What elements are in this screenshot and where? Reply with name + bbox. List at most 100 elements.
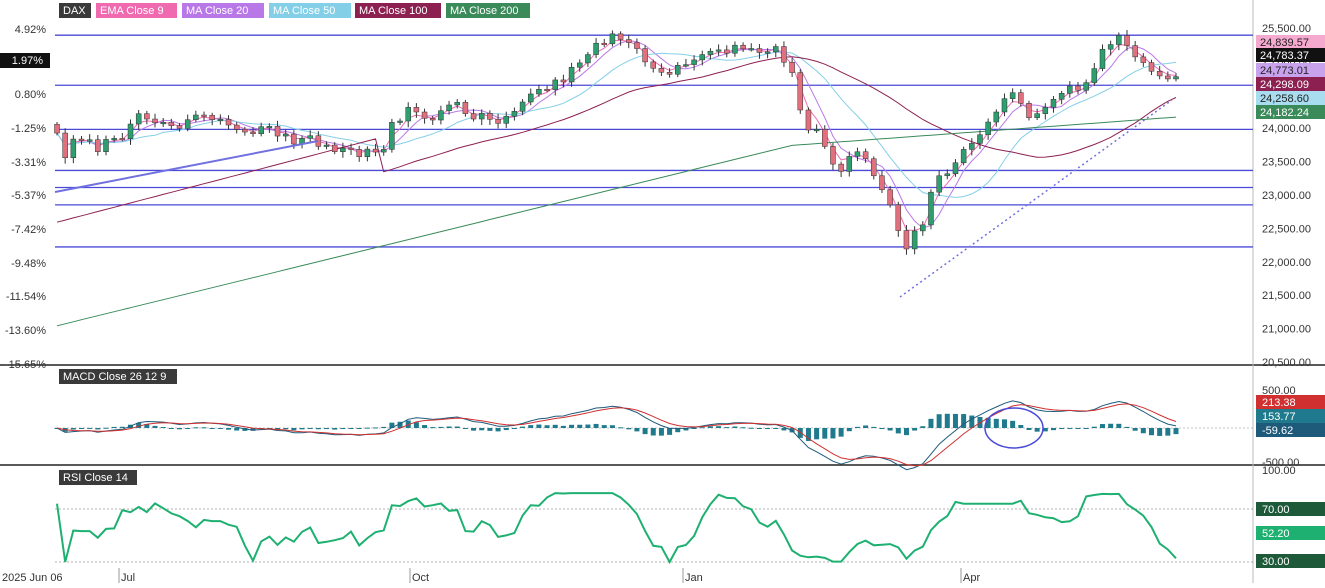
macd-hist-bar xyxy=(716,426,722,428)
candle-body xyxy=(340,147,346,152)
macd-hist-bar xyxy=(814,428,820,440)
rsi-axis-badge: 52.20 xyxy=(1262,528,1290,540)
candle-body xyxy=(323,144,330,147)
candle-body xyxy=(797,72,804,111)
macd-hist-bar xyxy=(250,428,256,431)
right-axis-label: 21,500.00 xyxy=(1262,290,1311,302)
macd-hist-bar xyxy=(1091,426,1097,428)
macd-hist-bar xyxy=(1059,428,1065,430)
trendline-summer xyxy=(54,140,319,193)
right-axis-label: 24,000.00 xyxy=(1262,123,1311,135)
macd-hist-bar xyxy=(209,428,215,429)
macd-hist-bar xyxy=(234,428,240,431)
legend-ma100: MA Close 100 xyxy=(359,5,427,17)
legend-ma50-box[interactable] xyxy=(269,3,351,18)
candle-body xyxy=(446,104,452,111)
macd-hist-bar xyxy=(536,424,542,428)
moving-averages xyxy=(56,39,1177,327)
candle-body xyxy=(617,33,624,40)
macd-hist-bar xyxy=(291,428,297,431)
candle-body xyxy=(536,89,542,95)
macd-hist-bar xyxy=(528,425,534,428)
ma20-line xyxy=(56,40,1177,229)
candle-body xyxy=(666,72,673,75)
candle-body xyxy=(511,111,518,117)
candle-body xyxy=(593,42,599,55)
candle-body xyxy=(1124,35,1130,46)
macd-hist-bar xyxy=(185,428,191,429)
macd-hist-bar xyxy=(95,428,101,430)
right-axis-label: 21,000.00 xyxy=(1262,324,1311,336)
candle-body xyxy=(487,113,493,120)
candle-body xyxy=(519,101,526,112)
macd-hist-bar xyxy=(70,428,76,430)
x-axis-label: 2025 Jun 06 xyxy=(2,572,63,583)
macd-hist-bar xyxy=(168,428,174,429)
candle-body xyxy=(887,189,893,206)
candle-body xyxy=(1075,85,1081,91)
candle-body xyxy=(331,144,338,152)
macd-hist-bar xyxy=(846,428,852,432)
right-axis-label: 23,500.00 xyxy=(1262,157,1311,169)
macd-hist-bar xyxy=(1018,425,1024,428)
candle-body xyxy=(429,118,436,121)
legend-ma200-box[interactable] xyxy=(446,3,530,18)
candle-body xyxy=(389,122,395,150)
right-axis-label: 22,000.00 xyxy=(1262,257,1311,269)
candle-body xyxy=(103,139,109,152)
macd-hist-bar xyxy=(993,418,999,428)
x-axis-label: Jul xyxy=(121,572,135,583)
candle-body xyxy=(854,151,861,157)
macd-hist-bar xyxy=(569,424,575,428)
candle-body xyxy=(176,125,183,129)
macd-hist-bar xyxy=(389,422,395,428)
macd-hist-bar xyxy=(618,427,624,429)
macd-hist-bar xyxy=(863,425,869,428)
candle-body xyxy=(1034,113,1040,118)
left-axis-label: -3.31% xyxy=(11,157,46,169)
legend-ma20-box[interactable] xyxy=(182,3,264,18)
legend-symbol-box[interactable] xyxy=(59,3,91,18)
candle-body xyxy=(838,163,844,172)
legend-ma100-box[interactable] xyxy=(355,3,441,18)
macd-hist-bar xyxy=(1148,428,1154,436)
right-axis-badge-box xyxy=(1256,63,1325,77)
macd-hist-bar xyxy=(667,428,673,435)
macd-hist-bar xyxy=(854,426,860,428)
candle-body xyxy=(1058,93,1065,100)
candle-body xyxy=(1050,99,1057,108)
macd-hist-bar xyxy=(552,424,558,428)
macd-hist-bar xyxy=(462,428,468,429)
macd-hist-bar xyxy=(324,428,330,430)
macd-hist-bar xyxy=(1001,419,1007,428)
rsi-axis-label: 100.00 xyxy=(1262,465,1296,477)
macd-hist-bar xyxy=(160,427,166,429)
candle-body xyxy=(225,119,232,126)
rsi-axis-badge-box xyxy=(1256,502,1325,516)
macd-hist-bar xyxy=(201,427,207,429)
rsi-pane xyxy=(55,492,1253,565)
macd-hist-bar xyxy=(1124,426,1130,428)
macd-hist-bar xyxy=(511,428,517,429)
candle-body xyxy=(830,146,836,165)
left-axis-label: 0.80% xyxy=(15,89,46,101)
candle-body xyxy=(952,162,959,175)
macd-hist-bar xyxy=(152,425,158,428)
macd-hist-bar xyxy=(936,414,942,428)
macd-hist-bar xyxy=(299,428,305,430)
ma100-line xyxy=(56,56,1177,223)
rsi-axis-badge-box xyxy=(1256,526,1325,540)
macd-hist-bar xyxy=(1132,428,1138,431)
candle-body xyxy=(282,133,289,137)
macd-hist-bar xyxy=(756,428,762,429)
macd-hist-bar xyxy=(773,428,779,429)
candle-body xyxy=(209,115,215,120)
macd-hist-bar xyxy=(691,428,697,429)
legend-ema9-box[interactable] xyxy=(96,3,177,18)
right-axis-badge: 24,773.01 xyxy=(1260,65,1309,77)
macd-hist-bar xyxy=(315,428,321,430)
candle-body xyxy=(111,138,117,141)
rsi-title-box[interactable] xyxy=(59,470,137,485)
macd-title-box[interactable] xyxy=(59,369,177,384)
macd-hist-bar xyxy=(193,427,199,429)
